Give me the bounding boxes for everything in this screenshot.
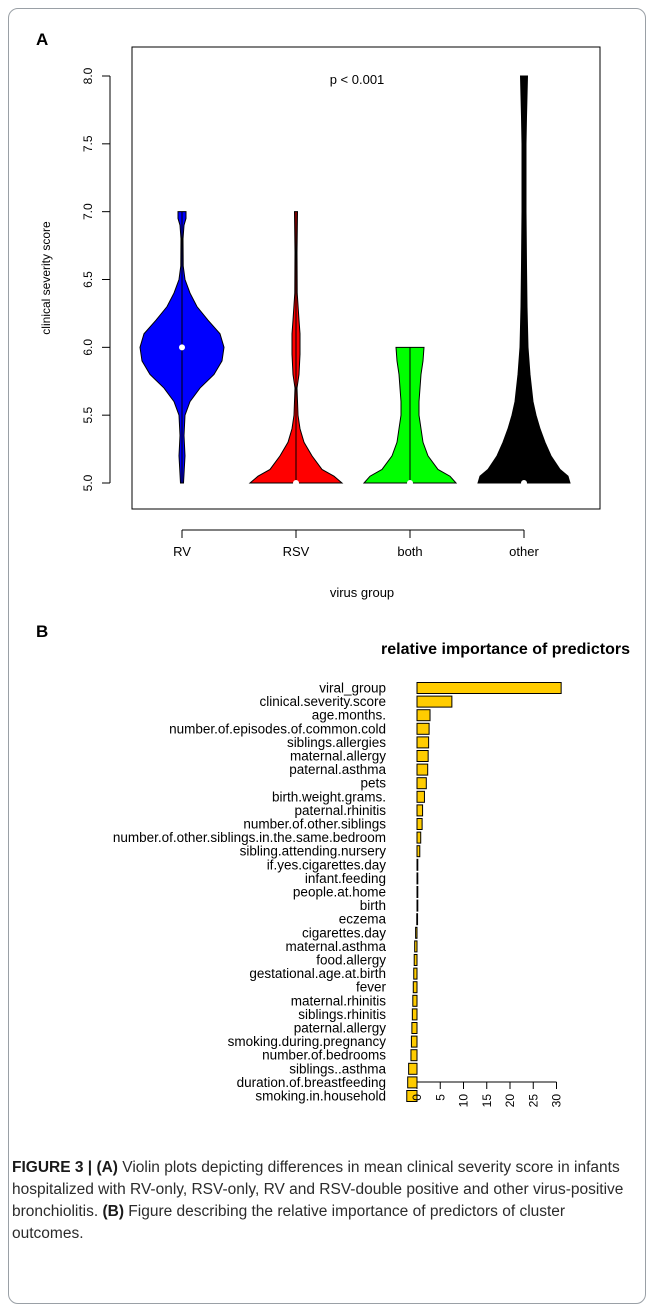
predictor-label: siblings..asthma: [289, 1061, 386, 1076]
predictor-label: number.of.bedrooms: [262, 1048, 386, 1063]
caption-part-a-label: (A): [96, 1159, 118, 1176]
median-point-RSV: [293, 480, 299, 486]
y-tick-label: 6.0: [81, 339, 95, 356]
predictor-label: siblings.allergies: [287, 735, 386, 750]
importance-bar: [416, 899, 419, 912]
predictor-label: cigarettes.day: [302, 925, 386, 940]
importance-bar: [416, 736, 430, 749]
importance-bar: [416, 777, 427, 790]
predictor-label: maternal.allergy: [290, 749, 386, 764]
x-tick-label: 20: [503, 1094, 517, 1108]
importance-bar: [416, 682, 562, 694]
y-tick-label: 7.5: [81, 135, 95, 152]
x-axis-label: virus group: [330, 585, 394, 600]
caption-part-a-text: Violin plots depicting differences in me…: [12, 1159, 624, 1220]
importance-bar: [412, 994, 418, 1007]
importance-bar: [416, 886, 419, 898]
predictor-label: siblings.rhinitis: [298, 1007, 386, 1022]
predictor-label: paternal.rhinitis: [294, 803, 386, 818]
predictor-label: age.months.: [312, 708, 386, 723]
predictor-label: fever: [356, 980, 387, 995]
x-tick-label: 5: [433, 1094, 447, 1101]
x-tick-label: 0: [410, 1094, 424, 1101]
predictor-label: viral_group: [319, 681, 386, 696]
figure-caption: FIGURE 3 | (A) Violin plots depicting di…: [12, 1157, 632, 1245]
caption-label: FIGURE 3 |: [12, 1159, 93, 1176]
importance-bar: [416, 913, 419, 926]
importance-bar-chart: relative importance of predictors viral_g…: [113, 641, 630, 1108]
y-tick-label: 8.0: [81, 67, 95, 84]
importance-bar: [410, 1049, 418, 1062]
plot-frame: [131, 46, 601, 510]
x-tick-label: 30: [550, 1094, 564, 1108]
predictor-label: pets: [360, 776, 386, 791]
predictor-label: paternal.asthma: [289, 762, 386, 777]
importance-bar: [415, 926, 418, 939]
predictor-label: people.at.home: [293, 885, 386, 900]
predictor-label: smoking.in.household: [255, 1089, 386, 1104]
y-tick-label: 5.0: [81, 474, 95, 491]
panel-a-letter: A: [36, 30, 49, 49]
predictor-label: clinical.severity.score: [259, 694, 386, 709]
x-tick-label: 25: [526, 1094, 540, 1108]
importance-bar: [416, 722, 430, 735]
importance-bar: [410, 1035, 418, 1048]
predictor-label: duration.of.breastfeeding: [237, 1075, 386, 1090]
x-tick-label-other: other: [509, 544, 539, 559]
importance-bar: [407, 1076, 418, 1089]
panel-b-letter: B: [36, 622, 49, 641]
importance-bar: [414, 940, 418, 953]
predictor-label: birth.weight.grams.: [272, 789, 386, 804]
importance-bar: [416, 695, 453, 708]
predictor-label: food.allergy: [316, 953, 386, 968]
chart-title: relative importance of predictors: [381, 641, 630, 658]
importance-bar: [406, 1090, 418, 1102]
x-tick-label-RSV: RSV: [283, 544, 310, 559]
importance-bar: [412, 981, 418, 994]
violin-chart: 5.0 5.5 6.0 6.5 7.0 7.5 8.0 clinical severity s…: [39, 46, 601, 600]
importance-bar: [416, 790, 425, 803]
importance-bar: [416, 750, 429, 762]
importance-bar: [413, 954, 418, 966]
predictor-label: sibling.attending.nursery: [240, 844, 387, 859]
x-tick-label-RV: RV: [173, 544, 191, 559]
importance-bar: [416, 872, 419, 885]
predictor-label: maternal.asthma: [285, 939, 386, 954]
importance-bar: [416, 845, 421, 858]
predictor-label: number.of.episodes.of.common.cold: [169, 721, 386, 736]
caption-part-b-label: (B): [102, 1203, 124, 1220]
importance-bar: [416, 709, 431, 722]
x-tick-label: 10: [457, 1094, 471, 1108]
importance-bar: [411, 1022, 418, 1034]
x-tick-label: 15: [480, 1094, 494, 1108]
predictor-label: number.of.other.siblings: [243, 817, 386, 832]
importance-bar: [416, 763, 429, 776]
y-tick-label: 6.5: [81, 271, 95, 288]
importance-bar: [416, 831, 422, 844]
x-tick-label-both: both: [397, 544, 422, 559]
predictor-label: smoking.during.pregnancy: [228, 1034, 387, 1049]
predictor-label: birth: [360, 898, 386, 913]
median-point-RV: [179, 344, 185, 351]
predictor-label: maternal.rhinitis: [291, 993, 387, 1008]
importance-bar: [416, 858, 419, 871]
importance-bar: [416, 818, 423, 830]
y-tick-label: 5.5: [81, 407, 95, 424]
predictor-label: if.yes.cigarettes.day: [267, 857, 387, 872]
caption-part-b-text: Figure describing the relative importanc…: [12, 1203, 566, 1242]
predictor-label: gestational.age.at.birth: [249, 966, 386, 981]
importance-bar: [413, 967, 418, 980]
importance-bar: [411, 1008, 418, 1021]
importance-bar: [408, 1062, 418, 1075]
y-tick-label: 7.0: [81, 203, 95, 220]
p-value-annotation: p < 0.001: [330, 72, 385, 87]
predictor-label: infant.feeding: [305, 871, 386, 886]
median-point-both: [407, 480, 413, 486]
predictor-label: number.of.other.siblings.in.the.same.bed…: [113, 830, 386, 845]
predictor-label: eczema: [339, 912, 387, 927]
median-point-other: [521, 480, 527, 486]
y-axis-label: clinical severity score: [39, 221, 53, 335]
predictor-label: paternal.allergy: [294, 1021, 387, 1036]
importance-bar: [416, 804, 424, 817]
